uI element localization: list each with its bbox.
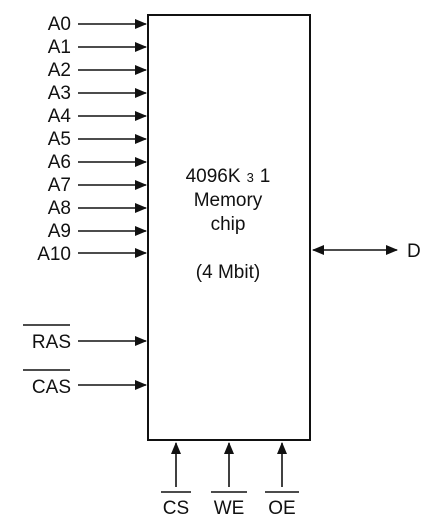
strobe-pins: RAS CAS <box>23 324 147 398</box>
address-pin-row: A8 <box>48 198 147 219</box>
we-label: WE <box>214 498 245 519</box>
address-pin-label: A1 <box>48 37 71 58</box>
data-pin-label: D <box>407 241 421 262</box>
address-pin-label: A10 <box>37 244 71 265</box>
address-pin-label: A9 <box>48 221 71 242</box>
cas-label: CAS <box>32 377 71 398</box>
address-pin-label: A0 <box>48 14 71 35</box>
cs-label: CS <box>163 498 189 519</box>
address-pin-label: A5 <box>48 129 71 150</box>
address-pin-row: A5 <box>48 129 147 150</box>
chip-label-line3: chip <box>211 214 246 235</box>
address-pin-row: A1 <box>48 37 147 58</box>
chip-size-prefix: 4096K <box>186 166 241 187</box>
chip-label-line2: Memory <box>194 190 263 211</box>
address-pin-label: A3 <box>48 83 71 104</box>
chip-label: 4096K 3 1 Memory chip (4 Mbit) <box>186 166 271 283</box>
cas-pin: CAS <box>23 369 147 398</box>
address-pins: A0 A1 A2 A3 A4 A5 A6 A7 <box>37 14 147 265</box>
address-pin-row: A2 <box>48 60 147 81</box>
cs-pin: CS <box>161 442 191 519</box>
address-pin-row: A0 <box>48 14 147 35</box>
address-pin-label: A2 <box>48 60 71 81</box>
chip-capacity-label: (4 Mbit) <box>196 262 260 283</box>
address-pin-row: A7 <box>48 175 147 196</box>
control-pins: CS WE OE <box>161 442 299 519</box>
chip-width: 1 <box>260 166 271 187</box>
oe-label: OE <box>268 498 295 519</box>
chip-label-line1: 4096K 3 1 <box>186 166 271 187</box>
address-pin-row: A4 <box>48 106 147 127</box>
address-pin-label: A8 <box>48 198 71 219</box>
address-pin-row: A3 <box>48 83 147 104</box>
oe-pin: OE <box>265 442 299 519</box>
data-pin: D <box>312 241 421 262</box>
chip-body <box>147 14 311 441</box>
address-pin-label: A7 <box>48 175 71 196</box>
address-pin-label: A6 <box>48 152 71 173</box>
address-pin-label: A4 <box>48 106 72 127</box>
address-pin-row: A9 <box>48 221 147 242</box>
chip-times-glyph: 3 <box>247 170 254 185</box>
address-pin-row: A6 <box>48 152 147 173</box>
ras-pin: RAS <box>23 324 147 353</box>
address-pin-row: A10 <box>37 244 147 265</box>
ras-label: RAS <box>32 332 71 353</box>
we-pin: WE <box>211 442 247 519</box>
